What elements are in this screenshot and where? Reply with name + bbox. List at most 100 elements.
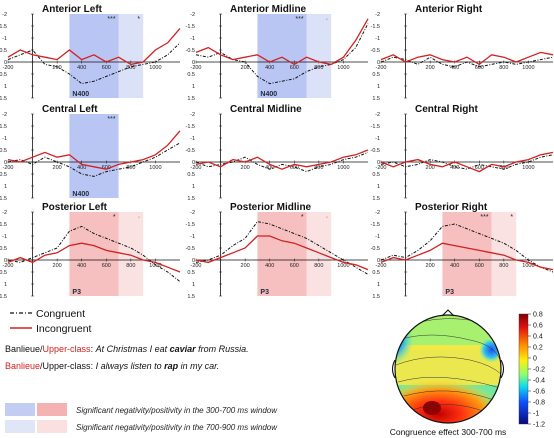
example-sentence-2: Banlieue/Upper-class: I always listen to…	[5, 361, 219, 371]
note-700-900: Significant negativity/positivity in the…	[76, 423, 278, 432]
window-700-900	[118, 14, 144, 98]
panel-central-midline: -2 -1.5 -1 -0.5 0 0.5 1 1.5 -200 200 400 600 800 1000…	[186, 104, 369, 202]
y-tick-label: -1.5	[371, 24, 380, 30]
y-tick-label: 1	[192, 282, 195, 288]
y-tick-label: 0	[377, 160, 380, 166]
x-tick-label: 200	[53, 263, 62, 269]
example-sentence-1: Banlieue/Upper-class: At Christmas I eat…	[5, 344, 249, 354]
y-tick-label: -0.5	[0, 246, 7, 252]
series-congruent	[7, 42, 181, 85]
y-tick-label: -0.5	[371, 148, 380, 154]
window-label: P3	[72, 289, 81, 296]
x-tick-label: 400	[77, 65, 86, 71]
y-tick-label: 1	[192, 84, 195, 90]
y-tick-label: -1	[375, 234, 380, 240]
y-tick-label: 1.5	[187, 96, 195, 102]
y-tick-label: 0.5	[372, 172, 380, 178]
x-tick-label: 400	[450, 165, 459, 171]
y-tick-label: 0	[4, 60, 7, 66]
x-tick-label: 400	[450, 263, 459, 269]
y-tick-label: 0.5	[0, 270, 7, 276]
x-tick-label: 600	[475, 65, 484, 71]
significance-marker: *	[510, 214, 513, 221]
x-tick-label: 400	[265, 65, 274, 71]
x-tick-label: 200	[241, 263, 250, 269]
y-tick-label: 1.5	[372, 96, 380, 102]
y-tick-label: 0.5	[0, 72, 7, 78]
panel-title: Central Right	[415, 104, 478, 115]
significance-marker: ·	[326, 16, 328, 23]
series-congruent	[7, 225, 181, 282]
y-tick-label: 1.5	[187, 196, 195, 202]
significance-marker: ***	[295, 16, 303, 23]
series-incongruent	[195, 235, 369, 271]
y-tick-label: -0.5	[371, 246, 380, 252]
window-notes: Significant negativity/positivity in the…	[5, 403, 278, 433]
significance-marker: ***	[107, 16, 115, 23]
x-tick-label: -200	[2, 65, 13, 71]
x-tick-label: -200	[2, 263, 13, 269]
panel-posterior-left: P3 * · -2 -1.5 -1 -0.5 0 0.5 1 1.5 -200 200 400 600 800…	[0, 202, 181, 300]
significance-marker: *	[301, 214, 304, 221]
colorbar: 0.8 0.6 0.4 0.2 0 -0.2 -0.4 -0.6 -0.8 -1 -1.2	[518, 312, 545, 429]
y-tick-label: 1.5	[0, 196, 7, 202]
colorbar-tick-label: -1	[533, 411, 539, 418]
note-neg-swatch-300-700	[5, 403, 35, 416]
panel-title: Anterior Left	[42, 4, 103, 15]
y-tick-label: 1.5	[0, 294, 7, 300]
panel-anterior-left: N400****-2-1.5-1-0.500.511.5-20020040060…	[0, 4, 181, 102]
x-tick-label: 800	[499, 65, 508, 71]
note-neg-swatch-700-900	[5, 420, 35, 433]
y-tick-label: -2	[2, 112, 7, 118]
window-700-900	[306, 14, 332, 98]
y-tick-label: -1	[190, 36, 195, 42]
panel-title: Posterior Left	[42, 202, 108, 213]
y-tick-label: -2	[375, 12, 380, 18]
note-300-700: Significant negativity/positivity in the…	[76, 406, 278, 415]
colorbar-tick-label: -0.4	[533, 378, 545, 385]
note-pos-swatch-300-700	[37, 403, 67, 416]
panel-anterior-right: -2 -1.5 -1 -0.5 0 0.5 1 1.5 -200 200 400 600 800 1000…	[371, 4, 554, 102]
x-tick-label: 600	[475, 165, 484, 171]
colorbar-tick-label: 0	[533, 356, 537, 363]
x-tick-label: 400	[77, 263, 86, 269]
x-tick-label: -200	[190, 263, 201, 269]
panel-anterior-midline: N400 *** · -2 -1.5 -1 -0.5 0 0.5 1 1.5 -200 200 400 60…	[186, 4, 369, 102]
topomap-fill	[395, 315, 501, 423]
y-tick-label: 1	[377, 84, 380, 90]
colorbar-tick-label: 0.2	[533, 345, 543, 352]
series-incongruent	[7, 130, 181, 170]
y-tick-label: 1.5	[187, 294, 195, 300]
x-tick-label: 600	[475, 263, 484, 269]
x-tick-label: 1000	[149, 165, 161, 171]
x-tick-label: 1000	[337, 65, 349, 71]
significance-marker: *	[137, 16, 140, 23]
x-tick-label: 200	[53, 165, 62, 171]
y-tick-label: -1	[375, 136, 380, 142]
series-congruent	[380, 56, 554, 68]
y-tick-label: -1.5	[186, 222, 195, 228]
y-tick-label: 0.5	[372, 270, 380, 276]
y-tick-label: 0.5	[0, 172, 7, 178]
series-congruent	[195, 151, 369, 173]
y-tick-label: 1	[4, 282, 7, 288]
x-tick-label: 1000	[337, 165, 349, 171]
x-tick-label: 800	[314, 263, 323, 269]
x-tick-label: 200	[241, 65, 250, 71]
erp-panels: N400****-2-1.5-1-0.500.511.5-20020040060…	[0, 4, 554, 300]
significance-marker: ***	[107, 116, 115, 123]
colorbar-tick-label: 0.6	[533, 323, 543, 330]
y-tick-label: -1.5	[0, 124, 7, 130]
panel-title: Anterior Right	[415, 4, 483, 15]
x-tick-label: 600	[290, 65, 299, 71]
window-label: P3	[445, 289, 454, 296]
window-label: N400	[72, 91, 89, 98]
y-tick-label: -1	[375, 36, 380, 42]
series-congruent	[195, 23, 369, 85]
legend: Congruent Incongruent	[10, 308, 92, 335]
window-300-700	[442, 212, 492, 296]
significance-marker: ·	[138, 214, 140, 221]
y-tick-label: 1	[377, 282, 380, 288]
y-tick-label: -1	[2, 36, 7, 42]
